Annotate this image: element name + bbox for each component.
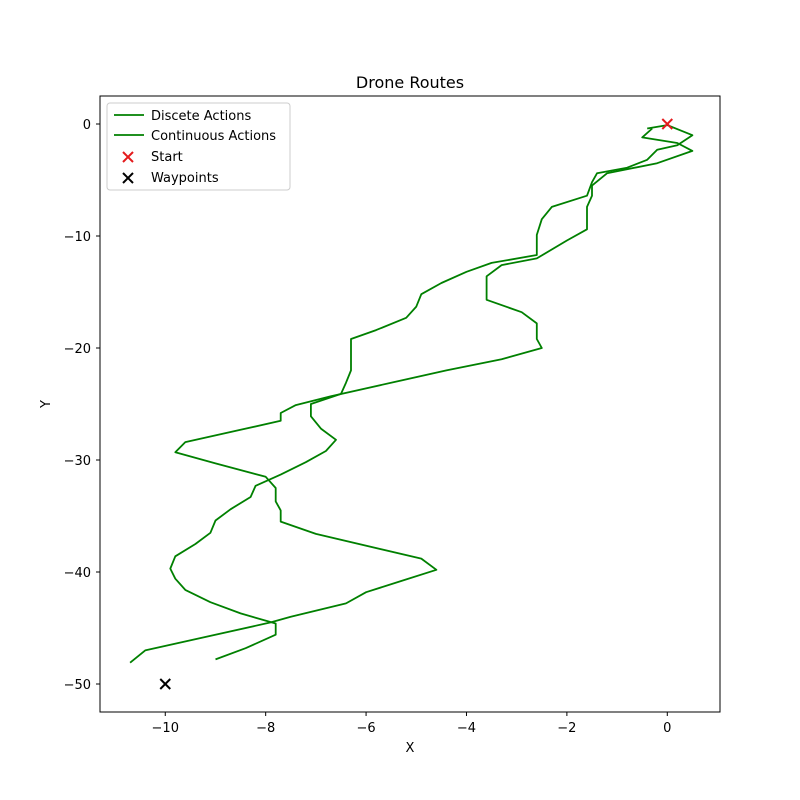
- x-tick-label: −8: [256, 721, 275, 736]
- plot-frame: [99, 95, 721, 713]
- legend-label-continuous: Continuous Actions: [151, 129, 276, 144]
- marker-start: [661, 118, 673, 130]
- x-axis-label: X: [406, 741, 415, 756]
- legend-label-discrete: Discete Actions: [151, 109, 251, 124]
- chart-title: Drone Routes: [356, 73, 464, 92]
- y-tick-label: −50: [64, 678, 91, 693]
- legend-box: [106, 102, 291, 191]
- legend-marker-waypoints: [122, 172, 134, 184]
- y-tick-label: −30: [64, 454, 91, 469]
- y-axis-label: Y: [39, 400, 54, 409]
- x-tick-label: −10: [152, 721, 179, 736]
- x-tick-label: −4: [457, 721, 476, 736]
- x-tick-label: 0: [663, 721, 671, 736]
- x-tick-label: −6: [356, 721, 375, 736]
- series-line-continuous: [129, 127, 694, 664]
- legend: Discete Actions Continuous Actions Start…: [106, 102, 291, 191]
- marker-layer: [159, 118, 673, 690]
- x-tick-label: −2: [557, 721, 576, 736]
- legend-label-waypoints: Waypoints: [151, 171, 219, 186]
- y-tick-label: −40: [64, 566, 91, 581]
- y-tick-label: −20: [64, 342, 91, 357]
- marker-waypoints: [159, 678, 171, 690]
- legend-marker-start: [122, 151, 134, 163]
- series-line-discrete: [169, 124, 694, 661]
- legend-label-start: Start: [151, 150, 183, 165]
- y-tick-label: −10: [64, 230, 91, 245]
- tick-layer: −10 −8 −6 −4 −2 00−10−20−30−40−50: [64, 118, 672, 736]
- y-tick-label: 0: [83, 118, 91, 133]
- series-layer: [129, 124, 694, 664]
